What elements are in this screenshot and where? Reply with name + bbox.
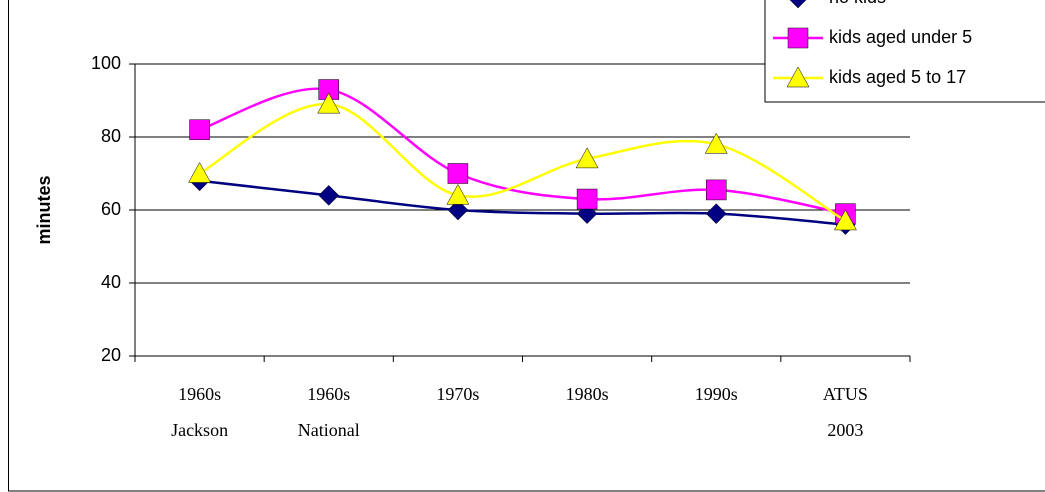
series-line [199, 179, 846, 226]
marker [787, 27, 809, 49]
y-tick-label: 40 [101, 272, 121, 292]
marker [575, 147, 599, 169]
marker [188, 161, 212, 183]
x-tick-label: 2003 [827, 420, 863, 440]
marker [704, 132, 728, 154]
x-tick-label: 1970s [436, 384, 479, 404]
marker [447, 199, 469, 221]
marker [189, 119, 210, 140]
series-line [199, 87, 846, 215]
marker [446, 183, 470, 205]
legend-label: no kids [829, 0, 886, 7]
legend-box [764, 0, 1045, 103]
marker [786, 66, 810, 88]
x-tick-label: ATUS [823, 384, 868, 404]
marker [833, 209, 857, 231]
y-tick-label: 80 [101, 126, 121, 146]
y-tick-label: 20 [101, 345, 121, 365]
y-tick-label: 60 [101, 199, 121, 219]
x-tick-label: Jackson [171, 420, 228, 440]
marker [705, 203, 727, 225]
x-tick-label: 1980s [566, 384, 609, 404]
marker [318, 185, 340, 206]
legend-label: kids aged under 5 [829, 27, 972, 47]
legend-label: kids aged 5 to 17 [829, 67, 966, 87]
marker [317, 92, 341, 114]
y-axis-label: minutes [34, 175, 54, 244]
series-line [198, 102, 847, 223]
x-tick-label: National [298, 420, 360, 440]
marker [706, 179, 727, 201]
marker [789, 0, 807, 9]
x-tick-label: 1990s [695, 384, 738, 404]
x-tick-label: 1960s [307, 384, 350, 404]
y-tick-label: 100 [91, 53, 121, 73]
x-tick-label: 1960s [178, 384, 221, 404]
marker [576, 188, 598, 210]
marker [447, 163, 469, 184]
